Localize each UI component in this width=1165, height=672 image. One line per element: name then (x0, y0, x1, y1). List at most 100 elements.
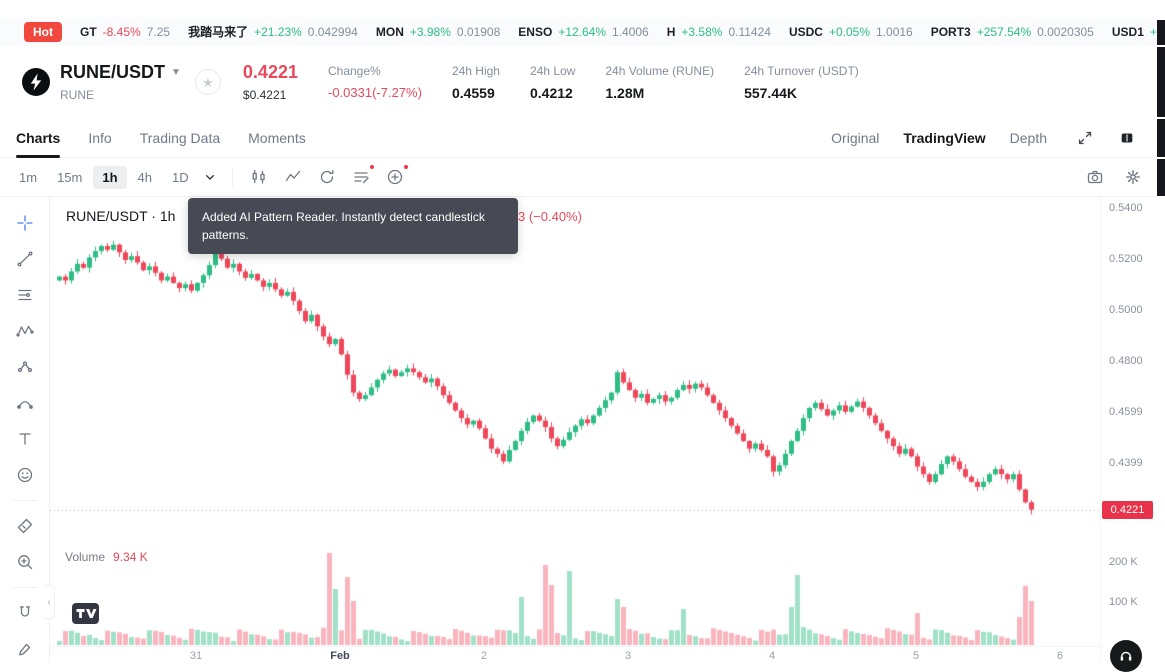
ticker-item[interactable]: USD1+0.04%1.0017 (1112, 25, 1157, 39)
ticker-item[interactable]: PORT3+257.54%0.0020305 (931, 25, 1094, 39)
divider (12, 587, 38, 588)
support-button[interactable] (1110, 640, 1142, 672)
axis-tick: 0.5400 (1109, 202, 1143, 214)
draw-tool-crosshair-button[interactable] (12, 210, 38, 236)
ticker-item[interactable]: 我踏马来了+21.23%0.042994 (188, 23, 358, 40)
ticker-value: 7.25 (147, 25, 170, 39)
chart-modes: Original TradingView Depth (831, 130, 1047, 146)
pair-header: RUNE/USDT ▼ RUNE ★ 0.4221 $0.4221 Change… (0, 46, 1157, 118)
axis-tick: 100 K (1109, 596, 1138, 608)
trend-line-icon (16, 250, 34, 268)
draw-tool-text-button[interactable] (12, 426, 38, 452)
interval-1h[interactable]: 1h (93, 166, 126, 189)
draw-toolbar (0, 197, 50, 662)
tab-charts[interactable]: Charts (16, 130, 60, 146)
ticker-items: GT -8.45% 7.25 我踏马来了+21.23%0.042994 MON+3.98… (80, 23, 1157, 40)
ticker-item[interactable]: H+3.58%0.11424 (667, 25, 771, 39)
ai-pattern-tooltip: Added AI Pattern Reader. Instantly detec… (188, 198, 518, 254)
ticker-item[interactable]: MON+3.98%0.01908 (376, 25, 500, 39)
indicator-templates-button[interactable] (347, 163, 375, 191)
interval-1m[interactable]: 1m (10, 166, 46, 189)
candlesticks-button[interactable] (245, 163, 273, 191)
draw-tool-horizontal-lines-button[interactable] (12, 282, 38, 308)
indicators-button[interactable] (279, 163, 307, 191)
price-usd: $0.4221 (243, 88, 298, 102)
magnet-icon (16, 604, 34, 622)
favorite-button[interactable]: ★ (195, 69, 221, 95)
current-price-badge: 0.4221 (1102, 501, 1153, 519)
indicator-templates-icon (352, 168, 370, 186)
tab-trading-data[interactable]: Trading Data (140, 130, 220, 146)
arc-icon (16, 394, 34, 412)
draw-tool-measure-button[interactable] (12, 513, 38, 539)
mode-tradingview[interactable]: TradingView (903, 130, 985, 146)
tooltip-line1: Added AI Pattern Reader. Instantly detec… (202, 208, 504, 226)
tabs-right-icons (1071, 124, 1141, 152)
draw-tool-magnet-button[interactable] (12, 600, 38, 626)
ticker-symbol: ENSO (518, 25, 552, 39)
time-tick: 5 (913, 650, 919, 662)
time-tick: 3 (625, 650, 631, 662)
chart-change-readout: 3 (−0.40%) (518, 209, 582, 224)
interval-15m[interactable]: 15m (48, 166, 91, 189)
axis-tick: 0.5200 (1109, 253, 1143, 265)
last-price: 0.4221 (243, 62, 298, 83)
ticker-item[interactable]: GT -8.45% 7.25 (80, 25, 170, 39)
ticker-change: +12.64% (558, 25, 606, 39)
draw-tool-trend-line-button[interactable] (12, 246, 38, 272)
tradingview-logo[interactable] (72, 603, 99, 629)
candlesticks-icon (250, 168, 268, 186)
draw-tool-arc-button[interactable] (12, 390, 38, 416)
ticker-change: -8.45% (103, 25, 141, 39)
chart-toolbar-icons (245, 163, 409, 191)
draw-tool-emoji-button[interactable] (12, 462, 38, 488)
ticker-symbol: H (667, 25, 676, 39)
rune-coin-logo-icon (22, 68, 50, 96)
mode-original[interactable]: Original (831, 130, 879, 146)
camera-button[interactable] (1081, 163, 1109, 191)
draw-tool-xabcd-pattern-button[interactable] (12, 318, 38, 344)
tab-info[interactable]: Info (88, 130, 111, 146)
settings-button[interactable] (1119, 163, 1147, 191)
fullscreen-button[interactable] (1071, 124, 1099, 152)
ticker-value: 0.11424 (728, 25, 771, 39)
hot-badge[interactable]: Hot (24, 22, 62, 42)
crosshair-icon (16, 214, 34, 232)
tab-moments[interactable]: Moments (248, 130, 306, 146)
interval-1d[interactable]: 1D (163, 166, 198, 189)
emoji-icon (16, 466, 34, 484)
xabcd-pattern-icon (16, 322, 34, 340)
interval-4h[interactable]: 4h (129, 166, 161, 189)
edit-icon (16, 640, 34, 658)
pair-selector[interactable]: RUNE/USDT ▼ (60, 62, 181, 83)
page-scrollbar[interactable] (1157, 0, 1165, 662)
time-tick: 2 (481, 650, 487, 662)
add-indicator-button[interactable] (381, 163, 409, 191)
ticker-item[interactable]: ENSO+12.64%1.4006 (518, 25, 648, 39)
draw-tool-zoom-in-button[interactable] (12, 549, 38, 575)
draw-tool-edit-button[interactable] (12, 636, 38, 662)
ticker-symbol: USDC (789, 25, 823, 39)
ticker-symbol: GT (80, 25, 97, 39)
toolbar-collapse-handle[interactable]: ‹ (44, 585, 55, 619)
axis-tick: 200 K (1109, 556, 1138, 568)
refresh-button[interactable] (313, 163, 341, 191)
layout-button[interactable] (1113, 124, 1141, 152)
stat-value: 557.44K (744, 85, 859, 101)
ticker-item[interactable]: USDC+0.05%1.0016 (789, 25, 913, 39)
ticker-change: +0.04% (1150, 25, 1157, 39)
base-currency: RUNE (60, 88, 181, 102)
text-icon (16, 430, 34, 448)
change-label: Change% (328, 64, 422, 78)
draw-tool-prediction-button[interactable] (12, 354, 38, 380)
caret-down-icon (204, 171, 216, 183)
mode-depth[interactable]: Depth (1010, 130, 1047, 146)
stat-label: 24h Volume (RUNE) (605, 64, 714, 78)
interval-dropdown-button[interactable] (200, 163, 220, 191)
chart-canvas[interactable] (50, 197, 1100, 662)
